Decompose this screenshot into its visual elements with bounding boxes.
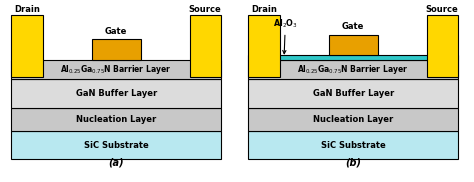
Bar [248, 60, 458, 79]
Text: GaN Buffer Layer: GaN Buffer Layer [75, 89, 157, 98]
Bar [248, 108, 458, 131]
Text: SiC Substrate: SiC Substrate [321, 141, 385, 150]
Text: Al$_{0.25}$Ga$_{0.75}$N Barrier Layer: Al$_{0.25}$Ga$_{0.75}$N Barrier Layer [61, 63, 172, 76]
Bar [248, 79, 458, 108]
Bar [11, 108, 221, 131]
Bar [190, 15, 221, 77]
Bar [328, 35, 378, 55]
Text: Source: Source [189, 5, 222, 15]
Text: Source: Source [426, 5, 459, 15]
Text: Al$_2$O$_3$: Al$_2$O$_3$ [273, 17, 298, 54]
Bar [248, 15, 280, 77]
Bar [248, 55, 458, 60]
Text: Al$_{0.25}$Ga$_{0.75}$N Barrier Layer: Al$_{0.25}$Ga$_{0.75}$N Barrier Layer [298, 63, 409, 76]
Text: Nucleation Layer: Nucleation Layer [76, 115, 156, 124]
Bar [11, 15, 43, 77]
Bar [427, 15, 458, 77]
Text: SiC Substrate: SiC Substrate [84, 141, 148, 150]
Text: (b): (b) [345, 157, 361, 167]
Text: GaN Buffer Layer: GaN Buffer Layer [312, 89, 394, 98]
Text: Drain: Drain [251, 5, 277, 15]
Bar [11, 60, 221, 79]
Bar [91, 39, 141, 60]
Bar [11, 79, 221, 108]
Bar [248, 131, 458, 159]
Text: Nucleation Layer: Nucleation Layer [313, 115, 393, 124]
Text: Gate: Gate [342, 22, 365, 31]
Text: (a): (a) [109, 157, 124, 167]
Text: Drain: Drain [14, 5, 40, 15]
Bar [11, 131, 221, 159]
Text: Gate: Gate [105, 27, 128, 36]
